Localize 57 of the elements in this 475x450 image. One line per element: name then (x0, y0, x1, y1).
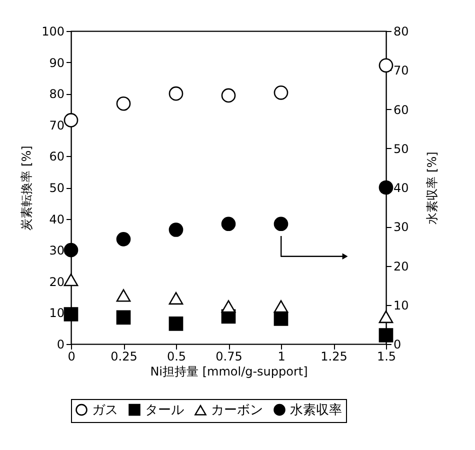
point (274, 216, 288, 232)
y2-tick-label: 80 (394, 24, 409, 38)
point (64, 307, 78, 322)
y-tick-label: 40 (49, 212, 64, 226)
x-axis-title: Ni担持量 [mmol/g-support] (150, 364, 308, 378)
y-tick-label: 70 (49, 118, 64, 132)
point (168, 222, 184, 237)
point (221, 88, 236, 103)
y2-tick-label: 60 (394, 102, 409, 117)
legend-label: 水素収率 (290, 402, 342, 418)
point (378, 58, 394, 73)
y2-tick-label: 20 (394, 259, 409, 274)
y-tick-label: 60 (49, 150, 64, 164)
y-tick-label: 30 (49, 244, 64, 258)
x-tick-label: 1 (278, 350, 286, 364)
point (221, 216, 236, 232)
y2-axis-title: 水素収率 [%] (424, 152, 439, 224)
point (116, 289, 131, 302)
point (116, 96, 131, 111)
x-tick-label: 0 (68, 350, 76, 364)
point (64, 242, 78, 258)
point (274, 311, 288, 326)
point (168, 86, 184, 101)
point (378, 180, 394, 195)
legend-label: カーボン (211, 403, 263, 418)
x-tick-label: 1.5 (376, 350, 396, 364)
y2-tick-label: 40 (394, 181, 409, 195)
y2-tick-label: 0 (394, 338, 402, 352)
point (221, 300, 236, 313)
y-tick-label: 100 (42, 24, 64, 38)
y-axis-title: 炭素転換率 [%] (20, 146, 34, 230)
point (64, 274, 78, 286)
point (64, 113, 78, 128)
point (168, 316, 184, 331)
y-tick-label: 90 (49, 56, 64, 70)
y2-tick-label: 50 (394, 142, 409, 156)
point (168, 292, 184, 305)
x-tick-label: 0.75 (216, 350, 242, 364)
legend-label: タール (145, 402, 184, 418)
point (116, 310, 131, 325)
x-tick-label: 0.5 (166, 350, 186, 364)
y-tick-label: 0 (56, 338, 64, 352)
point (378, 310, 394, 324)
point (274, 300, 288, 313)
y-tick-label: 20 (49, 274, 64, 289)
x-tick-label: 0.25 (110, 350, 138, 364)
y-tick-label: 80 (49, 87, 64, 102)
point (116, 232, 131, 246)
y2-tick-label: 30 (394, 220, 409, 234)
point (274, 86, 288, 100)
y2-tick-label: 10 (394, 298, 409, 312)
legend-label: ガス (92, 402, 118, 418)
x-tick-label: 1.25 (320, 350, 348, 364)
point (378, 328, 394, 342)
y-tick-label: 50 (49, 181, 64, 195)
y-tick-label: 10 (49, 306, 64, 320)
y2-tick-label: 70 (394, 64, 409, 78)
